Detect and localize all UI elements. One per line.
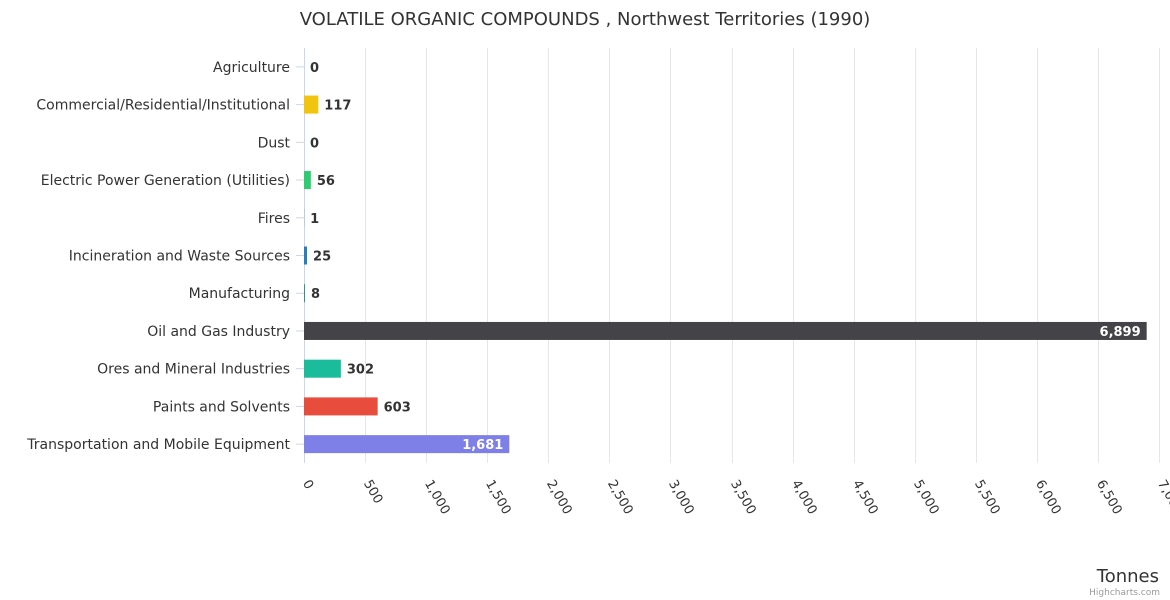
data-label: 0 [310,136,319,151]
credits-link[interactable]: Highcharts.com [1089,588,1160,598]
bar[interactable] [304,95,319,114]
data-label: 117 [324,99,351,114]
category-label: Agriculture [213,60,290,76]
data-label: 25 [313,250,331,265]
x-tick-label: 5,500 [971,478,1003,518]
x-axis-title: Tonnes [1096,566,1159,587]
x-tick-label: 4,000 [788,478,820,518]
data-label: 1,681 [462,438,503,453]
x-tick-label: 6,000 [1032,478,1064,518]
category-label: Commercial/Residential/Institutional [36,98,290,114]
category-label: Oil and Gas Industry [147,324,290,340]
category-labels: Agriculture Commercial/Residential/Instit… [26,60,290,453]
data-label: 603 [384,400,411,415]
bar[interactable] [304,171,311,190]
data-label: 6,899 [1100,325,1141,340]
x-tick-label: 2,000 [543,478,575,518]
category-label: Incineration and Waste Sources [69,249,290,265]
category-label: Electric Power Generation (Utilities) [41,173,290,189]
x-tick-label: 0 [299,478,316,493]
bar[interactable] [304,435,510,454]
category-label: Fires [258,211,290,227]
x-axis-ticks: 0 500 1,000 1,500 2,000 2,500 3,000 3,500 4,000 4… [299,478,1170,518]
x-tick-label: 7,000 [1154,478,1170,518]
category-label: Ores and Mineral Industries [97,362,290,378]
category-label: Paints and Solvents [153,399,290,415]
data-label: 1 [310,212,319,227]
data-labels: 0 117 0 56 1 25 8 6,899 302 603 1,681 [310,61,1141,453]
category-label: Manufacturing [189,286,290,302]
bar[interactable] [304,321,1147,340]
chart-title: VOLATILE ORGANIC COMPOUNDS , Northwest T… [300,9,871,30]
bar[interactable] [304,284,305,303]
x-tick-label: 2,500 [604,478,636,518]
x-tick-label: 6,500 [1093,478,1125,518]
bar[interactable] [304,246,308,265]
data-label: 56 [317,174,335,189]
x-tick-label: 3,500 [727,478,759,518]
x-tick-label: 500 [360,478,385,507]
x-tick-label: 3,000 [665,478,697,518]
data-label: 302 [347,363,374,378]
x-tick-label: 5,000 [910,478,942,518]
category-label: Dust [258,135,291,151]
x-tick-label: 1,500 [482,478,514,518]
grid-lines [296,48,1160,463]
data-label: 8 [311,287,320,302]
bars [304,95,1147,454]
category-label: Transportation and Mobile Equipment [26,437,290,453]
bar[interactable] [304,359,341,378]
x-tick-label: 4,500 [849,478,881,518]
x-tick-label: 1,000 [421,478,453,518]
data-label: 0 [310,61,319,76]
bar[interactable] [304,397,378,416]
